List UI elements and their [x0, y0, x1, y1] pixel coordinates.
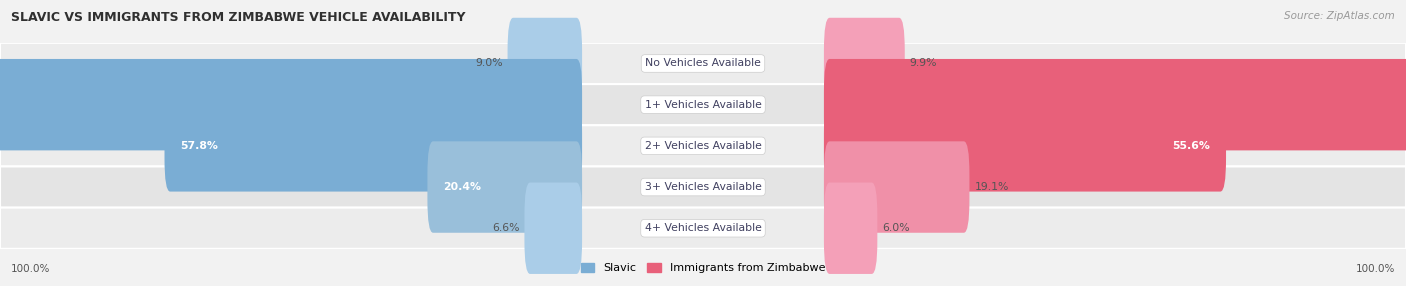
FancyBboxPatch shape: [427, 141, 582, 233]
Text: 4+ Vehicles Available: 4+ Vehicles Available: [644, 223, 762, 233]
Text: Source: ZipAtlas.com: Source: ZipAtlas.com: [1284, 11, 1395, 21]
FancyBboxPatch shape: [0, 208, 1406, 249]
FancyBboxPatch shape: [524, 182, 582, 274]
FancyBboxPatch shape: [0, 84, 1406, 125]
FancyBboxPatch shape: [824, 18, 905, 109]
Text: 1+ Vehicles Available: 1+ Vehicles Available: [644, 100, 762, 110]
Text: 100.0%: 100.0%: [1355, 264, 1395, 274]
Text: 9.9%: 9.9%: [910, 59, 938, 68]
Text: 6.6%: 6.6%: [492, 223, 520, 233]
Text: 2+ Vehicles Available: 2+ Vehicles Available: [644, 141, 762, 151]
Text: SLAVIC VS IMMIGRANTS FROM ZIMBABWE VEHICLE AVAILABILITY: SLAVIC VS IMMIGRANTS FROM ZIMBABWE VEHIC…: [11, 11, 465, 24]
Text: 19.1%: 19.1%: [974, 182, 1008, 192]
FancyBboxPatch shape: [824, 100, 1226, 192]
FancyBboxPatch shape: [0, 43, 1406, 84]
FancyBboxPatch shape: [0, 125, 1406, 166]
FancyBboxPatch shape: [0, 166, 1406, 208]
Legend: Slavic, Immigrants from Zimbabwe: Slavic, Immigrants from Zimbabwe: [576, 258, 830, 278]
Text: 57.8%: 57.8%: [181, 141, 218, 151]
Text: 20.4%: 20.4%: [444, 182, 482, 192]
FancyBboxPatch shape: [165, 100, 582, 192]
Text: 6.0%: 6.0%: [883, 223, 910, 233]
FancyBboxPatch shape: [824, 141, 970, 233]
Text: 9.0%: 9.0%: [475, 59, 503, 68]
Text: 3+ Vehicles Available: 3+ Vehicles Available: [644, 182, 762, 192]
Text: No Vehicles Available: No Vehicles Available: [645, 59, 761, 68]
Text: 55.6%: 55.6%: [1173, 141, 1209, 151]
Text: 100.0%: 100.0%: [11, 264, 51, 274]
FancyBboxPatch shape: [824, 182, 877, 274]
FancyBboxPatch shape: [824, 59, 1406, 150]
FancyBboxPatch shape: [0, 59, 582, 150]
FancyBboxPatch shape: [508, 18, 582, 109]
